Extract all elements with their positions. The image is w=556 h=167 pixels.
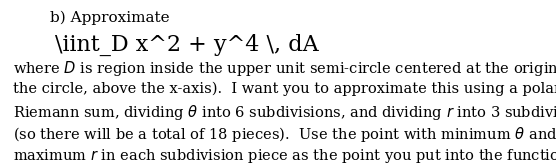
Text: Riemann sum, dividing $\theta$ into 6 subdivisions, and dividing $r$ into 3 subd: Riemann sum, dividing $\theta$ into 6 su… xyxy=(13,103,556,122)
Text: the circle, above the x-axis).  I want you to approximate this using a polar: the circle, above the x-axis). I want yo… xyxy=(13,81,556,96)
Text: where $D$ is region inside the upper unit semi-circle centered at the origin (in: where $D$ is region inside the upper uni… xyxy=(13,59,556,78)
Text: (so there will be a total of 18 pieces).  Use the point with minimum $\theta$ an: (so there will be a total of 18 pieces).… xyxy=(13,125,556,144)
Text: \iint_D x^2 + y^4 \, dA: \iint_D x^2 + y^4 \, dA xyxy=(55,34,319,56)
Text: maximum $r$ in each subdivision piece as the point you put into the function.: maximum $r$ in each subdivision piece as… xyxy=(13,147,556,165)
Text: b) Approximate: b) Approximate xyxy=(49,10,169,25)
